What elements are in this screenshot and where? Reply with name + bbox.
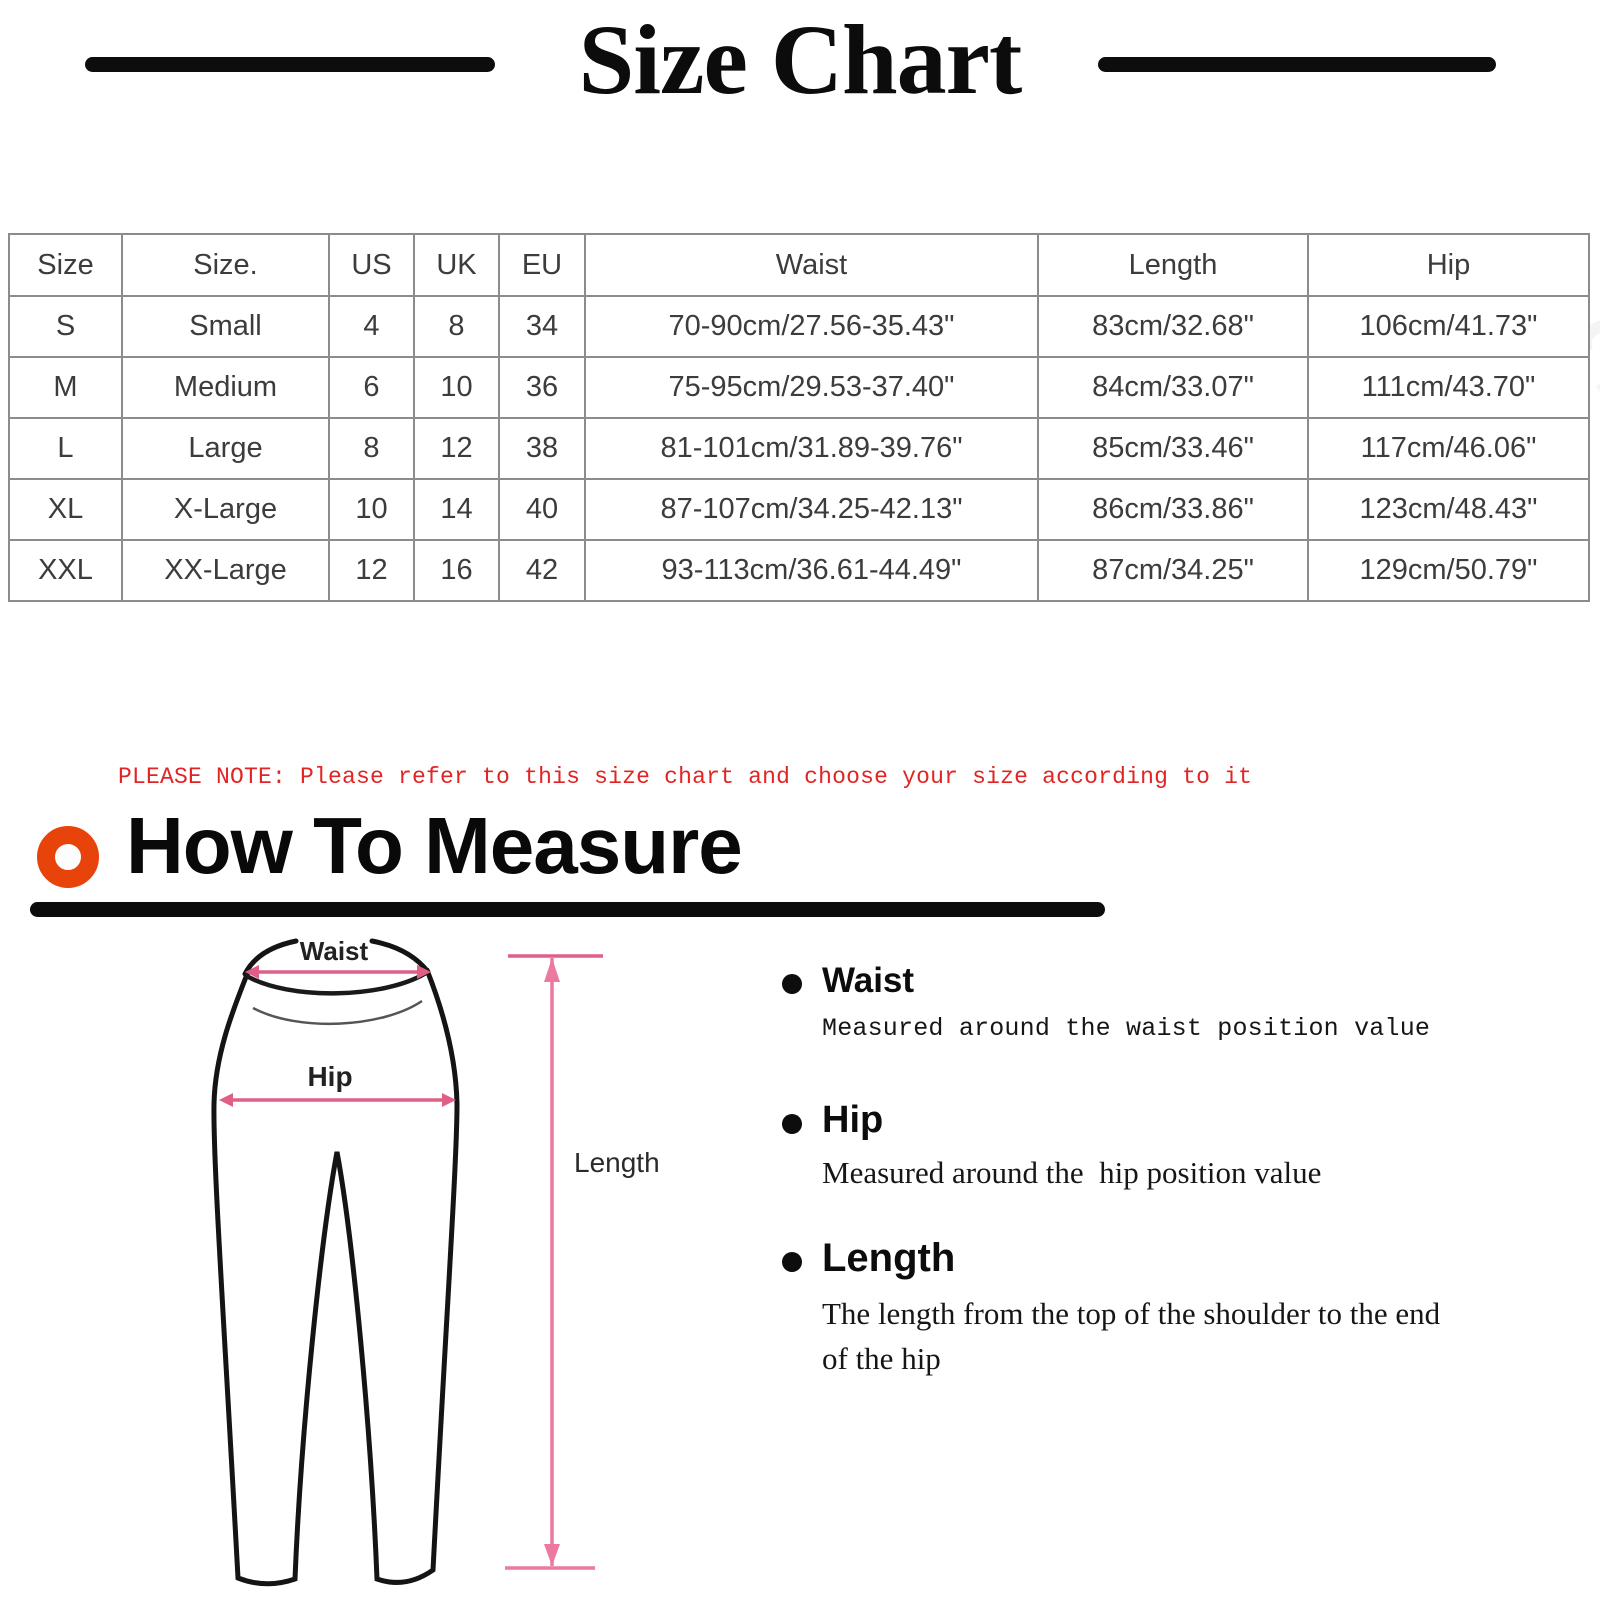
length-arrowhead-up [544,958,560,982]
table-cell: Large [121,417,330,480]
table-cell: Small [121,295,330,358]
hip-arrowhead-left [219,1093,233,1107]
table-cell: 6 [328,356,415,419]
table-row-s: S Small 4 8 34 70-90cm/27.56-35.43" 83cm… [8,295,1590,358]
measure-item-label: Length [822,1236,956,1280]
table-cell: X-Large [121,478,330,541]
table-cell: 16 [413,539,500,602]
table-cell: S [8,295,123,358]
table-cell: 129cm/50.79" [1307,539,1590,602]
table-cell: 12 [328,539,415,602]
waist-opening-curve [243,969,431,996]
table-cell: 10 [328,478,415,541]
column-header-eu: EU [498,233,586,297]
table-cell: 12 [413,417,500,480]
measure-item-description: Measured around the waist position value [822,1013,1431,1043]
column-header-hip: Hip [1307,233,1590,297]
measure-item-description: The length from the top of the shoulder … [822,1296,1448,1376]
table-cell: 106cm/41.73" [1307,295,1590,358]
table-cell: 83cm/32.68" [1037,295,1309,358]
waist-arrowhead-right [417,965,431,979]
page-title: Size Chart [578,4,1023,115]
measure-item-label: Waist [822,961,915,1000]
table-cell: M [8,356,123,419]
diagram-length-label: Length [574,1147,660,1178]
measure-item-hip: Hip Measured around the hip position val… [780,1099,1480,1191]
pants-measure-diagram: Waist Hip Length [211,936,660,1587]
hip-arrowhead-right [442,1093,456,1107]
table-header-row: Size Size. US UK EU Waist Length Hip [8,233,1590,297]
table-cell: 38 [498,417,586,480]
table-cell: 93-113cm/36.61-44.49" [584,539,1039,602]
column-header-size: Size [8,233,123,297]
waistband-seam [252,999,423,1026]
table-cell: 123cm/48.43" [1307,478,1590,541]
measure-item-description: Measured around the hip position value [822,1154,1322,1190]
table-cell: 10 [413,356,500,419]
table-cell: Medium [121,356,330,419]
title-divider-right [1098,57,1496,72]
table-cell: 111cm/43.70" [1307,356,1590,419]
table-cell: 75-95cm/29.53-37.40" [584,356,1039,419]
column-header-us: US [328,233,415,297]
table-cell: XX-Large [121,539,330,602]
table-cell: 81-101cm/31.89-39.76" [584,417,1039,480]
diagram-hip-label: Hip [307,1061,352,1092]
table-cell: 87cm/34.25" [1037,539,1309,602]
table-cell: L [8,417,123,480]
measure-item-waist: Waist Measured around the waist position… [780,961,1480,1043]
table-cell: 8 [413,295,500,358]
waist-arrowhead-left [245,965,259,979]
waist-arc-left [242,938,299,977]
table-row-xxl: XXL XX-Large 12 16 42 93-113cm/36.61-44.… [8,539,1590,602]
please-note-text: PLEASE NOTE: Please refer to this size c… [118,764,1253,790]
column-header-waist: Waist [584,233,1039,297]
bullet-icon [782,1252,802,1272]
column-header-size2: Size. [121,233,330,297]
table-cell: 42 [498,539,586,602]
table-cell: 86cm/33.86" [1037,478,1309,541]
target-ring-icon [37,826,99,888]
table-cell: 14 [413,478,500,541]
title-divider-left [85,57,495,72]
measure-item-length: Length The length from the top of the sh… [780,1236,1480,1382]
heading-underline [30,902,1105,917]
table-cell: 84cm/33.07" [1037,356,1309,419]
table-cell: 70-90cm/27.56-35.43" [584,295,1039,358]
how-to-measure-heading: How To Measure [126,801,743,890]
column-header-length: Length [1037,233,1309,297]
table-cell: XXL [8,539,123,602]
table-row-m: M Medium 6 10 36 75-95cm/29.53-37.40" 84… [8,356,1590,419]
waist-arc-right [369,938,431,975]
column-header-uk: UK [413,233,500,297]
table-cell: 40 [498,478,586,541]
table-row-xl: XL X-Large 10 14 40 87-107cm/34.25-42.13… [8,478,1590,541]
measure-item-label: Hip [822,1099,884,1141]
table-cell: 87-107cm/34.25-42.13" [584,478,1039,541]
length-arrowhead-down [544,1544,560,1566]
bullet-icon [782,1114,802,1134]
table-row-l: L Large 8 12 38 81-101cm/31.89-39.76" 85… [8,417,1590,480]
table-cell: 36 [498,356,586,419]
table-cell: 85cm/33.46" [1037,417,1309,480]
size-table: Size Size. US UK EU Waist Length Hip S S… [8,233,1590,602]
table-cell: 117cm/46.06" [1307,417,1590,480]
table-cell: 4 [328,295,415,358]
table-cell: 8 [328,417,415,480]
table-cell: XL [8,478,123,541]
pants-outline [211,967,460,1587]
bullet-icon [782,974,802,994]
table-cell: 34 [498,295,586,358]
diagram-waist-label: Waist [300,936,369,966]
